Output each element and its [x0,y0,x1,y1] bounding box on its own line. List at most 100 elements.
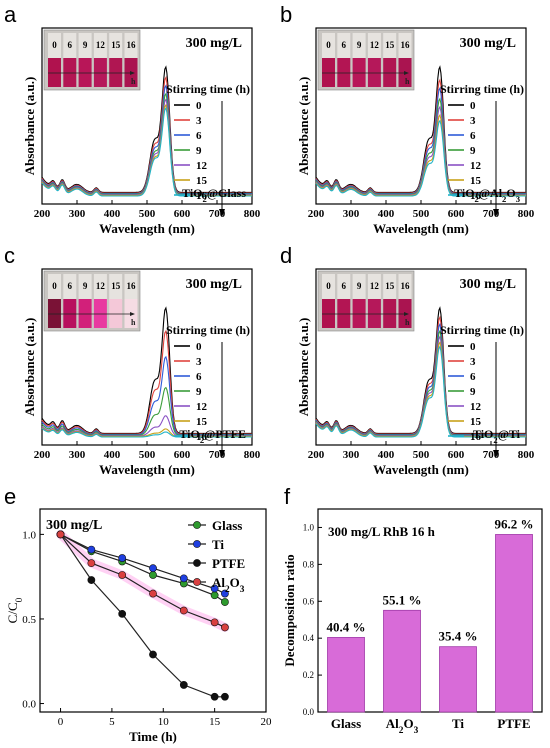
text-part: 3 [414,726,419,736]
x-tick-label: 300 [343,208,360,220]
data-point-Al2O3 [210,618,219,627]
y-axis-label: Absorbance (a.u.) [296,318,311,417]
legend-label: 9 [470,145,476,157]
text-part: Ti [452,716,464,731]
x-category-label: Glass [331,716,361,731]
x-axis-label: Wavelength (nm) [373,221,469,236]
vial-label: 12 [96,281,106,291]
legend-label: PTFE [212,556,245,571]
text-part: @PTFE [204,427,246,441]
vial-label: 16 [401,40,411,50]
x-tick-label: 600 [448,449,465,461]
concentration-label: 300 mg/L [460,36,516,51]
vial-arrow-label: h [131,77,136,86]
text-part: PTFE [212,556,245,571]
vial-liquid [78,58,92,87]
legend-label: 12 [470,401,482,413]
vial-glass [78,33,92,59]
legend-label: 12 [470,160,482,172]
vial-label: 9 [357,40,362,50]
x-tick-label: 600 [448,208,465,220]
text-part: PTFE [497,716,530,731]
data-point-Glass [210,591,219,600]
sample-label: TiO2@PTFE [179,427,246,445]
vial-label: 9 [83,40,88,50]
text-part: @Glass [207,186,247,200]
vial-glass [337,274,351,300]
vial-label: 6 [68,281,73,291]
vial-label: 15 [111,281,121,291]
concentration-label: 300 mg/L [186,277,242,292]
data-point-Ti [118,554,127,562]
spectrum-line-12h [41,415,252,437]
vial-label: 9 [83,281,88,291]
spectrum-line-16h [41,106,252,197]
legend-label: 16 [470,190,482,202]
vial-liquid [322,58,335,87]
x-tick-label: 200 [308,208,325,220]
vial-arrow-label: h [405,77,410,86]
plot-frame [317,508,543,713]
text-part: Al [212,575,225,590]
data-point-Al2O3 [179,606,188,615]
vial-glass [124,274,138,300]
bar-Glass [327,637,365,713]
spectrum-line-15h [41,427,252,437]
legend-label: 12 [196,401,208,413]
legend-label: 3 [196,356,202,368]
vial-arrow-label: h [131,318,136,327]
text-part: @Ti [498,427,521,441]
data-point-Glass [221,598,229,606]
data-point-Glass [149,571,157,579]
vial-glass [352,33,366,59]
vial-arrow-head-icon [130,71,135,75]
vial-glass [109,33,123,59]
vial-glass [93,33,107,59]
arrow-head-icon [219,209,225,217]
x-tick-label: 500 [413,449,430,461]
bar-Al2O3 [383,609,421,713]
vial-label: 6 [68,40,73,50]
data-point-Ti [221,589,229,598]
x-tick-label: 300 [69,208,86,220]
legend-label: 6 [470,130,476,142]
y-tick-label: 0.8 [303,559,315,569]
x-tick-label: 15 [209,716,221,728]
vial-glass [367,274,381,300]
text-part: 3 [240,585,245,595]
panel-f: f 0.0 0.2 0.4 0.6 0.8 1.0 Decomposition ratio 30… [282,484,543,736]
vial-glass [322,33,335,59]
legend-title: Stirring time (h) [166,323,250,337]
vial-label: 15 [385,281,395,291]
x-tick-label: 10 [158,716,170,728]
x-tick-label: 300 [69,449,86,461]
legend-label: 9 [470,386,476,398]
spectrum-line-16h [315,345,526,438]
x-tick-label: 800 [518,208,535,220]
vial-liquid [78,299,92,328]
vial-label: 0 [52,40,57,50]
x-tick-label: 200 [308,449,325,461]
legend-label: 3 [470,356,476,368]
data-point-PTFE [149,650,157,659]
legend-title: Stirring time (h) [440,82,524,96]
data-point-Ti [210,584,219,593]
vial-glass [398,274,412,300]
text-part: 2 [493,435,497,445]
y-axis-label: Absorbance (a.u.) [296,77,311,176]
legend-label: 0 [196,341,202,353]
text-part: TiO [454,186,474,200]
y-axis-label: Decomposition ratio [282,554,297,666]
data-point-Ti [149,564,157,573]
x-axis-label: Time (h) [129,729,177,744]
vial-label: 12 [370,281,380,291]
spectrum-line-9h [41,386,252,436]
vial-liquid [48,58,61,87]
data-point-Al2O3 [221,623,229,632]
text-part: TiO [182,186,202,200]
vial-glass [367,33,381,59]
